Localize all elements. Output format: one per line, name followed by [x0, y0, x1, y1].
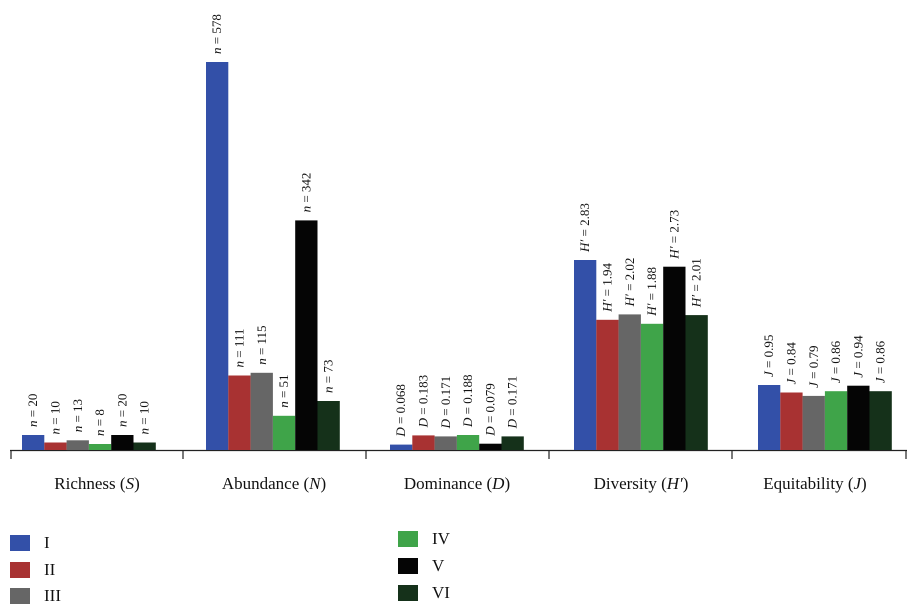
- data-label: n = 578: [209, 14, 224, 54]
- bar: [501, 436, 524, 450]
- bar: [44, 442, 67, 450]
- data-label: D = 0.079: [482, 383, 497, 436]
- bar: [640, 323, 664, 450]
- legend-item: III: [10, 586, 61, 606]
- data-label: H′ = 2.02: [622, 258, 637, 308]
- bar: [111, 435, 134, 450]
- bar: [824, 391, 848, 450]
- bar: [22, 435, 45, 450]
- bar: [479, 443, 502, 450]
- data-label: n = 10: [137, 401, 152, 434]
- legend-swatch: [398, 531, 418, 547]
- data-label: n = 111: [232, 329, 247, 368]
- bar: [802, 395, 825, 450]
- bar: [574, 260, 597, 450]
- legend-label: I: [44, 533, 50, 552]
- legend-item: VI: [398, 583, 450, 603]
- data-label: D = 0.188: [460, 375, 475, 428]
- data-label: J = 0.94: [850, 335, 865, 378]
- data-label: n = 73: [321, 360, 336, 393]
- bar: [412, 435, 435, 450]
- data-label: J = 0.86: [828, 340, 843, 383]
- data-label: D = 0.183: [415, 375, 430, 428]
- bar: [685, 315, 708, 450]
- data-label: J = 0.79: [806, 346, 821, 388]
- legend-label: III: [44, 586, 61, 605]
- legend-item: IV: [398, 529, 450, 549]
- bar: [780, 392, 803, 450]
- data-label: J = 0.84: [783, 342, 798, 385]
- bar: [295, 220, 318, 450]
- bar: [228, 375, 251, 450]
- data-label: n = 115: [254, 325, 269, 364]
- data-label: H′ = 2.73: [666, 210, 681, 260]
- data-label: J = 0.86: [873, 340, 888, 383]
- data-label: D = 0.068: [393, 384, 408, 437]
- bar: [596, 319, 619, 450]
- legend-item: V: [398, 556, 444, 576]
- data-label: n = 51: [276, 374, 291, 407]
- bar: [133, 442, 156, 450]
- legend-item: II: [10, 560, 55, 580]
- data-label: H′ = 2.83: [577, 203, 592, 253]
- bar: [847, 385, 870, 450]
- legend-swatch: [398, 585, 418, 601]
- data-label: H′ = 1.94: [599, 262, 614, 312]
- data-label: n = 13: [70, 399, 85, 432]
- bar: [456, 435, 480, 450]
- data-label: H′ = 2.01: [689, 258, 704, 308]
- bar: [88, 444, 112, 450]
- data-label: n = 20: [25, 394, 40, 427]
- bar: [206, 62, 229, 450]
- legend-swatch: [10, 535, 30, 551]
- legend-label: IV: [432, 529, 450, 548]
- bar: [758, 385, 781, 450]
- bar: [66, 440, 89, 451]
- legend-label: VI: [432, 583, 450, 602]
- data-label: n = 8: [92, 409, 107, 436]
- data-label: J = 0.95: [761, 335, 776, 377]
- category-label: Dominance (D): [404, 474, 510, 493]
- data-label: n = 342: [298, 173, 313, 213]
- bar: [272, 415, 296, 450]
- legend-label: V: [432, 556, 445, 575]
- category-label: Richness (S): [54, 474, 139, 493]
- data-label: n = 10: [47, 401, 62, 434]
- legend-item: I: [10, 533, 50, 553]
- data-label: D = 0.171: [438, 376, 453, 429]
- bar: [390, 444, 413, 450]
- bar: [663, 266, 686, 450]
- category-label: Abundance (N): [222, 474, 326, 493]
- category-label: Equitability (J): [763, 474, 866, 493]
- legend-swatch: [398, 558, 418, 574]
- bar: [618, 314, 641, 450]
- data-label: n = 20: [114, 394, 129, 427]
- bar: [317, 401, 340, 450]
- data-label: D = 0.171: [505, 376, 520, 429]
- legend-label: II: [44, 560, 56, 579]
- data-label: H′ = 1.88: [644, 267, 659, 317]
- bar: [250, 372, 273, 450]
- legend-swatch: [10, 562, 30, 578]
- legend-swatch: [10, 588, 30, 604]
- bar: [869, 391, 892, 450]
- bar: [434, 436, 457, 450]
- category-label: Diversity (H′): [594, 474, 689, 493]
